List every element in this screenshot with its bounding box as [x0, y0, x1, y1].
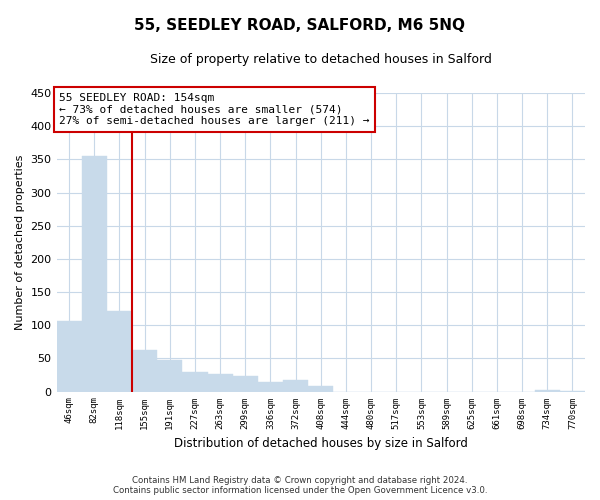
Bar — [560, 391, 585, 392]
Text: 55 SEEDLEY ROAD: 154sqm
← 73% of detached houses are smaller (574)
27% of semi-d: 55 SEEDLEY ROAD: 154sqm ← 73% of detache… — [59, 93, 370, 126]
Text: Contains HM Land Registry data © Crown copyright and database right 2024.
Contai: Contains HM Land Registry data © Crown c… — [113, 476, 487, 495]
Bar — [258, 382, 283, 392]
Bar — [308, 386, 334, 392]
Bar — [56, 321, 82, 392]
Bar — [132, 350, 157, 392]
Bar — [157, 360, 182, 392]
Bar — [535, 390, 560, 392]
Title: Size of property relative to detached houses in Salford: Size of property relative to detached ho… — [150, 52, 492, 66]
Bar — [182, 372, 208, 392]
Bar — [107, 310, 132, 392]
X-axis label: Distribution of detached houses by size in Salford: Distribution of detached houses by size … — [174, 437, 468, 450]
Bar — [82, 156, 107, 392]
Text: 55, SEEDLEY ROAD, SALFORD, M6 5NQ: 55, SEEDLEY ROAD, SALFORD, M6 5NQ — [134, 18, 466, 32]
Bar — [233, 376, 258, 392]
Bar — [283, 380, 308, 392]
Bar — [208, 374, 233, 392]
Y-axis label: Number of detached properties: Number of detached properties — [15, 154, 25, 330]
